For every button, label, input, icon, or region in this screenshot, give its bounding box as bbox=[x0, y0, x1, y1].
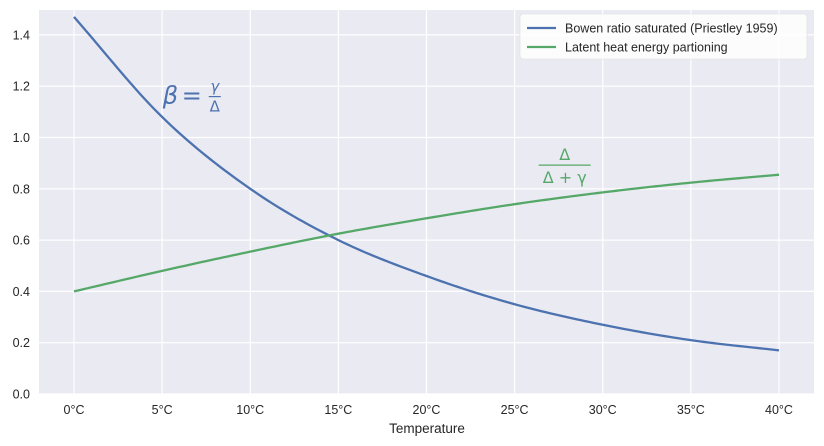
y-tick-label: 0.8 bbox=[13, 182, 30, 196]
y-tick-label: 0.6 bbox=[13, 234, 30, 248]
y-tick-label: 1.0 bbox=[13, 131, 30, 145]
x-tick-label: 20°C bbox=[413, 403, 441, 417]
x-tick-label: 25°C bbox=[501, 403, 529, 417]
y-tick-label: 0.0 bbox=[13, 388, 30, 402]
y-tick-labels: 0.0 0.2 0.4 0.6 0.8 1.0 1.2 1.4 bbox=[13, 28, 30, 401]
annotation-numerator-gamma: γ bbox=[210, 78, 220, 96]
grid bbox=[39, 10, 814, 395]
x-tick-label: 0°C bbox=[64, 403, 85, 417]
x-tick-label: 5°C bbox=[152, 403, 173, 417]
annotation-bowen-formula: β = γ Δ bbox=[162, 78, 221, 116]
x-tick-label: 40°C bbox=[765, 403, 793, 417]
series-line-0 bbox=[73, 16, 780, 352]
series-lines bbox=[73, 16, 780, 352]
legend-label-latent: Latent heat energy partioning bbox=[565, 41, 728, 55]
annotation-partitioning-formula: Δ Δ + γ bbox=[538, 145, 591, 187]
y-tick-label: 0.4 bbox=[13, 285, 30, 299]
annotation-numerator-delta: Δ bbox=[559, 145, 570, 164]
x-tick-label: 10°C bbox=[236, 403, 264, 417]
annotation-equals: = bbox=[182, 82, 202, 110]
x-axis-label: Temperature bbox=[389, 421, 465, 436]
x-tick-label: 30°C bbox=[589, 403, 617, 417]
x-tick-labels: 0°C 5°C 10°C 15°C 20°C 25°C 30°C 35°C 40°C bbox=[64, 403, 793, 417]
x-tick-label: 15°C bbox=[324, 403, 352, 417]
y-tick-label: 1.4 bbox=[13, 28, 30, 42]
series-line-1 bbox=[73, 173, 780, 293]
annotation-denominator-delta: Δ bbox=[210, 98, 221, 116]
legend-label-bowen: Bowen ratio saturated (Priestley 1959) bbox=[565, 22, 778, 36]
annotation-beta: β bbox=[162, 82, 178, 110]
legend: Bowen ratio saturated (Priestley 1959) L… bbox=[519, 13, 808, 60]
annotation-denominator-delta-plus-gamma: Δ + γ bbox=[543, 168, 587, 187]
y-tick-label: 1.2 bbox=[13, 80, 30, 94]
y-tick-label: 0.2 bbox=[13, 336, 30, 350]
legend-box bbox=[519, 13, 808, 60]
x-tick-label: 35°C bbox=[677, 403, 705, 417]
